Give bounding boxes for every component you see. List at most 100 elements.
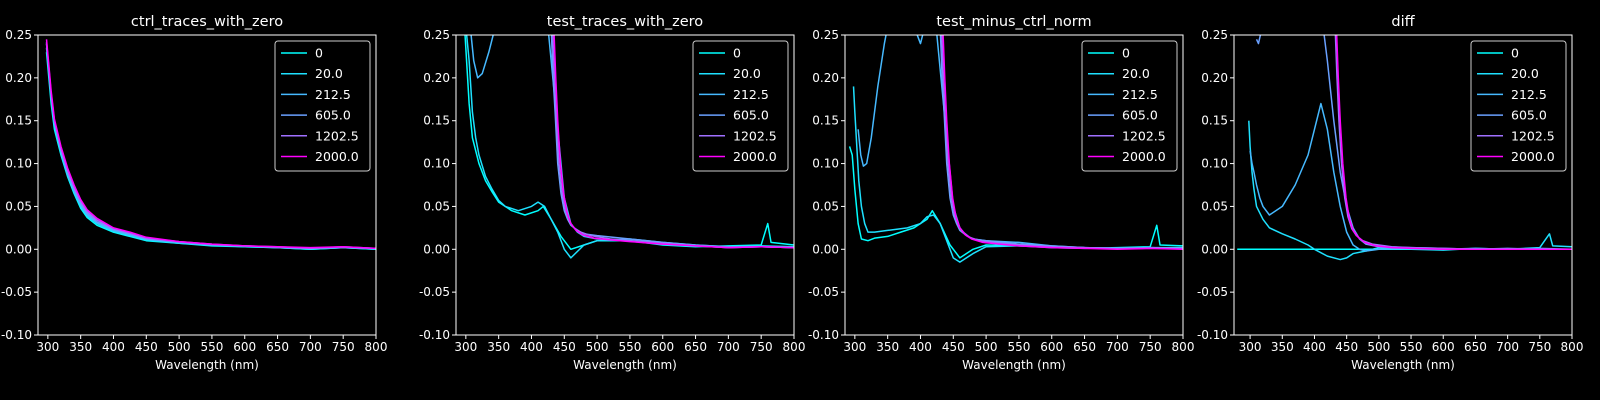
- y-tick-label: 0.10: [1201, 157, 1228, 171]
- chart-title: ctrl_traces_with_zero: [131, 14, 283, 30]
- x-tick-label: 600: [1040, 340, 1063, 354]
- legend-label: 2000.0: [315, 149, 359, 164]
- y-tick-label: 0.25: [812, 28, 839, 42]
- x-tick-label: 700: [1496, 340, 1519, 354]
- x-tick-label: 500: [586, 340, 609, 354]
- chart-panel-4: 300 350 400 450 500 550 600 650 700 750 800 -0.10 -0…: [1197, 14, 1584, 372]
- y-tick-label: 0.20: [5, 71, 32, 85]
- x-tick-label: 750: [1528, 340, 1551, 354]
- x-tick-label: 700: [1106, 340, 1129, 354]
- y-tick-label: 0.05: [812, 199, 839, 213]
- legend: 0 20.0 212.5 605.0 1202.5 2000.0: [274, 40, 371, 172]
- chart-title: test_traces_with_zero: [547, 14, 704, 30]
- series-line-2000-0: [1335, 35, 1572, 251]
- y-tick-label: 0.25: [1201, 28, 1228, 42]
- y-tick-label: 0.05: [423, 199, 450, 213]
- axes-frame: [1233, 34, 1573, 336]
- y-tick-label: -0.05: [808, 285, 839, 299]
- legend-label: 20.0: [1511, 66, 1539, 81]
- y-tick-label: 0.00: [812, 242, 839, 256]
- x-tick-label: 650: [684, 340, 707, 354]
- legend-label: 212.5: [1511, 87, 1547, 102]
- legend-label: 212.5: [315, 87, 351, 102]
- y-tick-label: 0.20: [812, 71, 839, 85]
- x-tick-label: 750: [750, 340, 773, 354]
- x-tick-label: 800: [365, 340, 388, 354]
- y-tick-label: -0.10: [1197, 328, 1228, 342]
- y-tick-label: 0.05: [5, 199, 32, 213]
- x-tick-label: 350: [69, 340, 92, 354]
- legend: 0 20.0 212.5 605.0 1202.5 2000.0: [1470, 40, 1567, 172]
- series-group: [45, 39, 376, 251]
- x-tick-label: 700: [299, 340, 322, 354]
- x-tick-label: 750: [332, 340, 355, 354]
- series-group: [848, 35, 1183, 263]
- legend-label: 20.0: [315, 66, 343, 81]
- y-tick-label: 0.15: [1201, 114, 1228, 128]
- series-line-2000-0: [45, 39, 376, 250]
- y-tick-label: 0.00: [5, 242, 32, 256]
- y-tick-label: 0.15: [423, 114, 450, 128]
- x-axis-label: Wavelength (nm): [573, 358, 677, 372]
- legend-label: 20.0: [1122, 66, 1150, 81]
- legend-label: 0: [315, 46, 323, 61]
- x-tick-label: 800: [783, 340, 806, 354]
- y-tick-label: 0.00: [1201, 242, 1228, 256]
- legend-label: 1202.5: [1511, 128, 1555, 143]
- chart-title: diff: [1391, 14, 1415, 30]
- x-tick-label: 300: [454, 340, 477, 354]
- axes-frame: [844, 34, 1184, 336]
- x-tick-label: 650: [1464, 340, 1487, 354]
- y-tick-label: -0.10: [808, 328, 839, 342]
- x-tick-label: 400: [1303, 340, 1326, 354]
- series-line-2000-0: [553, 35, 794, 249]
- legend-label: 20.0: [733, 66, 761, 81]
- y-tick-label: -0.05: [419, 285, 450, 299]
- y-tick-label: 0.05: [1201, 199, 1228, 213]
- x-tick-label: 500: [975, 340, 998, 354]
- x-tick-label: 650: [266, 340, 289, 354]
- x-tick-label: 550: [618, 340, 641, 354]
- series-line-2000-0: [942, 35, 1183, 251]
- x-tick-label: 600: [651, 340, 674, 354]
- y-tick-label: -0.10: [419, 328, 450, 342]
- x-tick-label: 500: [1367, 340, 1390, 354]
- y-tick-label: 0.20: [1201, 71, 1228, 85]
- x-tick-label: 400: [520, 340, 543, 354]
- x-tick-label: 400: [102, 340, 125, 354]
- legend-label: 2000.0: [1122, 149, 1166, 164]
- chart-title: test_minus_ctrl_norm: [936, 14, 1091, 30]
- x-tick-label: 450: [553, 340, 576, 354]
- legend-label: 2000.0: [733, 149, 777, 164]
- x-tick-label: 300: [843, 340, 866, 354]
- x-tick-label: 350: [876, 340, 899, 354]
- chart-panel-2: 300 350 400 450 500 550 600 650 700 750 800 -0.10 -0…: [419, 14, 806, 372]
- y-tick-label: 0.10: [423, 157, 450, 171]
- y-tick-label: 0.25: [423, 28, 450, 42]
- x-axis-label: Wavelength (nm): [962, 358, 1066, 372]
- legend-label: 0: [1511, 46, 1519, 61]
- y-tick-label: 0.25: [5, 28, 32, 42]
- legend-label: 0: [733, 46, 741, 61]
- y-tick-label: 0.15: [812, 114, 839, 128]
- y-tick-label: 0.10: [812, 157, 839, 171]
- y-tick-label: 0.10: [5, 157, 32, 171]
- y-tick-label: 0.15: [5, 114, 32, 128]
- x-tick-label: 600: [1432, 340, 1455, 354]
- axes-frame: [455, 34, 795, 336]
- x-axis-label: Wavelength (nm): [1351, 358, 1455, 372]
- legend-label: 1202.5: [315, 128, 359, 143]
- x-tick-label: 450: [135, 340, 158, 354]
- x-tick-label: 450: [1335, 340, 1358, 354]
- x-tick-label: 350: [487, 340, 510, 354]
- legend: 0 20.0 212.5 605.0 1202.5 2000.0: [692, 40, 789, 172]
- legend-label: 1202.5: [733, 128, 777, 143]
- x-tick-label: 300: [1239, 340, 1262, 354]
- legend-label: 1202.5: [1122, 128, 1166, 143]
- series-group: [1237, 35, 1572, 261]
- x-tick-label: 300: [36, 340, 59, 354]
- x-tick-label: 700: [717, 340, 740, 354]
- series-group: [464, 35, 794, 259]
- x-tick-label: 500: [168, 340, 191, 354]
